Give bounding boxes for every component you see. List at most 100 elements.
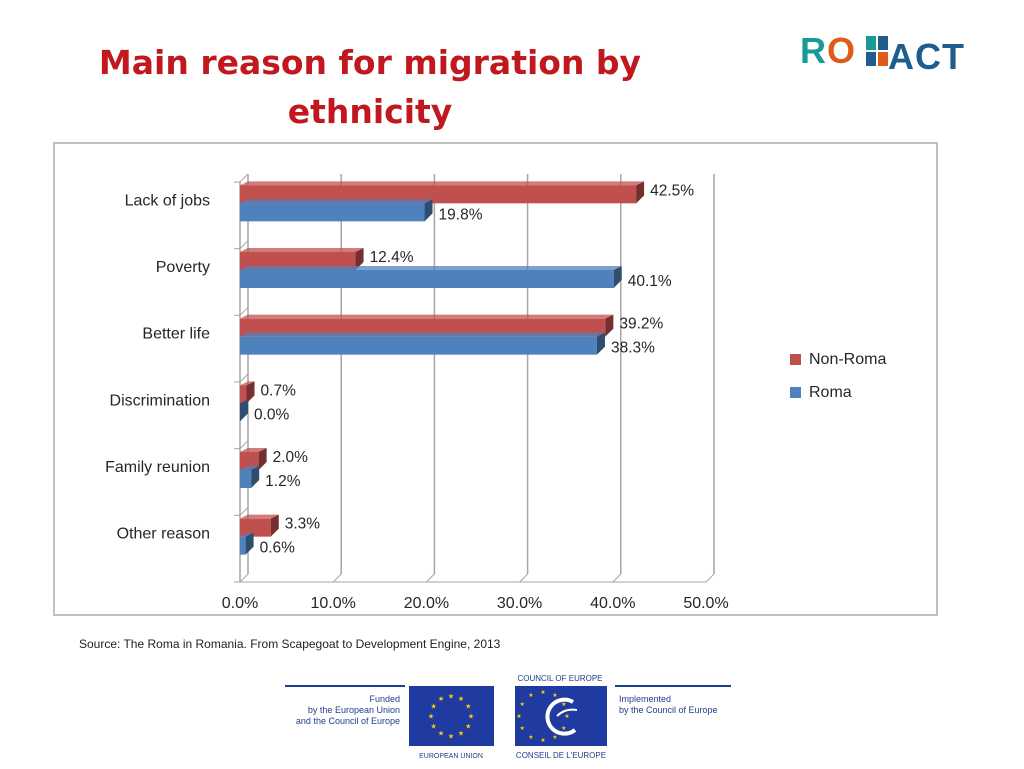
bar-roma — [240, 270, 614, 288]
star-icon: ★ — [438, 695, 444, 703]
x-tick-label: 20.0% — [404, 595, 449, 612]
eu-label: EUROPEAN UNION — [419, 753, 483, 760]
gridline-floor — [612, 573, 622, 583]
data-label: 2.0% — [273, 449, 309, 466]
star-icon: ★ — [448, 732, 454, 740]
x-tick-label: 40.0% — [590, 595, 635, 612]
y-tick-wall — [239, 240, 249, 250]
gridline-floor — [332, 573, 342, 583]
bar-chart: Lack of jobs 42.5% 19.8% Poverty 12.4% 40.1% B… — [105, 173, 886, 612]
star-icon: ★ — [465, 722, 471, 730]
star-icon: ★ — [528, 692, 533, 699]
star-icon: ★ — [561, 725, 566, 732]
star-icon: ★ — [552, 692, 557, 699]
gridline-floor — [426, 573, 435, 583]
legend-label: Roma — [809, 384, 852, 401]
bar-non-roma — [240, 185, 637, 204]
star-icon: ★ — [468, 712, 474, 720]
star-icon: ★ — [520, 701, 525, 708]
bar-non-roma — [240, 518, 271, 537]
y-tick-wall — [239, 573, 249, 583]
bar-end — [245, 532, 254, 555]
bar-top — [240, 199, 433, 204]
legend-swatch — [790, 354, 801, 365]
star-icon: ★ — [561, 701, 566, 708]
bar-non-roma — [240, 385, 247, 404]
bar-top — [240, 266, 622, 270]
bar-top — [240, 448, 267, 452]
logo-ro: RO — [800, 30, 857, 71]
source-note: Source: The Roma in Romania. From Scapeg… — [79, 637, 501, 651]
bar-top — [240, 466, 260, 470]
legend-label: Non-Roma — [809, 351, 886, 368]
gridline-floor — [705, 573, 715, 583]
council-of-europe-icon: ★★★★★★★★★★★★ — [515, 686, 607, 746]
y-tick-wall — [239, 506, 249, 516]
bar-end — [424, 199, 433, 222]
y-tick-wall — [239, 440, 249, 450]
y-tick-wall — [239, 173, 249, 183]
bar-roma — [240, 336, 597, 355]
bar-top — [240, 532, 254, 537]
bar-end — [240, 399, 248, 422]
star-icon: ★ — [564, 713, 569, 720]
data-label: 0.7% — [261, 382, 297, 399]
category-label: Discrimination — [110, 392, 210, 409]
funding-footer: Funded by the European Union and the Cou… — [285, 672, 735, 764]
bar-top — [240, 381, 255, 386]
star-icon: ★ — [431, 702, 437, 710]
bar-non-roma — [240, 452, 259, 470]
implemented-line-2: by the Council of Europe — [619, 705, 718, 715]
bar-end — [251, 466, 260, 488]
page-title: Main reason for migration by ethnicity — [98, 43, 642, 131]
bar-end — [355, 248, 364, 270]
bar-non-roma — [240, 252, 356, 270]
bar-end — [605, 314, 614, 337]
data-label: 42.5% — [650, 182, 694, 199]
star-icon: ★ — [448, 692, 454, 700]
star-icon: ★ — [552, 734, 557, 741]
bar-top — [240, 514, 279, 519]
bar-end — [246, 381, 255, 404]
star-icon: ★ — [458, 695, 464, 703]
star-icon: ★ — [458, 730, 464, 738]
category-label: Lack of jobs — [125, 192, 210, 209]
bar-non-roma — [240, 318, 606, 337]
category-label: Poverty — [156, 259, 210, 276]
data-label: 38.3% — [611, 340, 655, 357]
star-icon: ★ — [438, 730, 444, 738]
bar-end — [270, 514, 279, 537]
y-tick-wall — [239, 373, 249, 383]
bar-end — [613, 266, 622, 288]
coe-top-label: COUNCIL OF EUROPE — [517, 674, 602, 683]
bar-end — [636, 181, 645, 204]
star-icon: ★ — [520, 725, 525, 732]
bar-roma — [240, 203, 425, 222]
data-label: 39.2% — [619, 316, 663, 333]
funded-line-2: by the European Union — [308, 705, 400, 715]
data-label: 12.4% — [370, 249, 414, 266]
bar-end — [258, 448, 267, 470]
x-tick-label: 10.0% — [311, 595, 356, 612]
bar-roma — [240, 470, 252, 488]
star-icon: ★ — [516, 713, 521, 720]
funded-line-3: and the Council of Europe — [296, 716, 400, 726]
coe-bottom-label: CONSEIL DE L'EUROPE — [516, 751, 606, 760]
x-tick-label: 50.0% — [683, 595, 728, 612]
bar-top — [240, 181, 645, 186]
category-label: Other reason — [117, 526, 210, 543]
chart-container: Lack of jobs 42.5% 19.8% Poverty 12.4% 40.1% B… — [53, 142, 938, 616]
eu-flag-icon: ★ ★★★★★★★★★★★ — [409, 686, 494, 746]
bar-top — [240, 332, 605, 337]
category-label: Better life — [142, 326, 210, 343]
star-icon: ★ — [540, 737, 545, 744]
bar-roma — [240, 536, 246, 555]
funded-line-1: Funded — [369, 694, 400, 704]
star-icon: ★ — [465, 702, 471, 710]
x-tick-label: 30.0% — [497, 595, 542, 612]
data-label: 40.1% — [628, 273, 672, 290]
data-label: 3.3% — [285, 516, 321, 533]
data-label: 19.8% — [439, 206, 483, 223]
data-label: 0.6% — [260, 540, 296, 557]
y-tick-wall — [239, 306, 249, 316]
